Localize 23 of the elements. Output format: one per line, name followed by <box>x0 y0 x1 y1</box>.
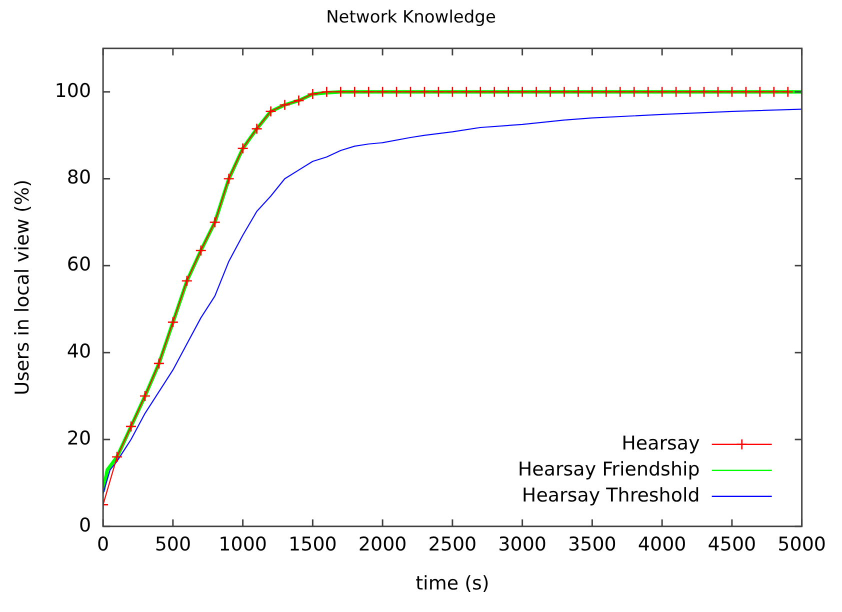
legend-label: Hearsay <box>622 432 700 454</box>
x-tick-label: 4000 <box>638 534 686 556</box>
y-tick-label: 60 <box>66 254 92 276</box>
y-tick-label: 80 <box>66 166 92 189</box>
y-tick-label: 20 <box>66 427 92 450</box>
x-tick-label: 3500 <box>568 534 616 556</box>
x-tick-label: 2000 <box>358 534 407 556</box>
x-tick-label: 5000 <box>778 534 826 556</box>
y-tick-label: 100 <box>54 80 92 102</box>
chart-title: Network Knowledge <box>326 8 496 28</box>
x-tick-label: 2500 <box>428 534 477 556</box>
x-tick-label: 0 <box>97 534 110 556</box>
x-tick-label: 500 <box>154 534 192 556</box>
x-axis-title: time (s) <box>416 572 490 595</box>
x-tick-label: 4500 <box>708 534 756 556</box>
legend-label: Hearsay Friendship <box>518 458 700 480</box>
x-tick-label: 1000 <box>218 534 267 556</box>
y-tick-label: 40 <box>66 340 92 363</box>
y-tick-label: 0 <box>78 514 92 536</box>
x-tick-label: 1500 <box>288 534 337 556</box>
x-tick-label: 3000 <box>498 534 546 556</box>
legend-label: Hearsay Threshold <box>522 484 700 506</box>
y-axis-title: Users in local view (%) <box>11 180 34 396</box>
